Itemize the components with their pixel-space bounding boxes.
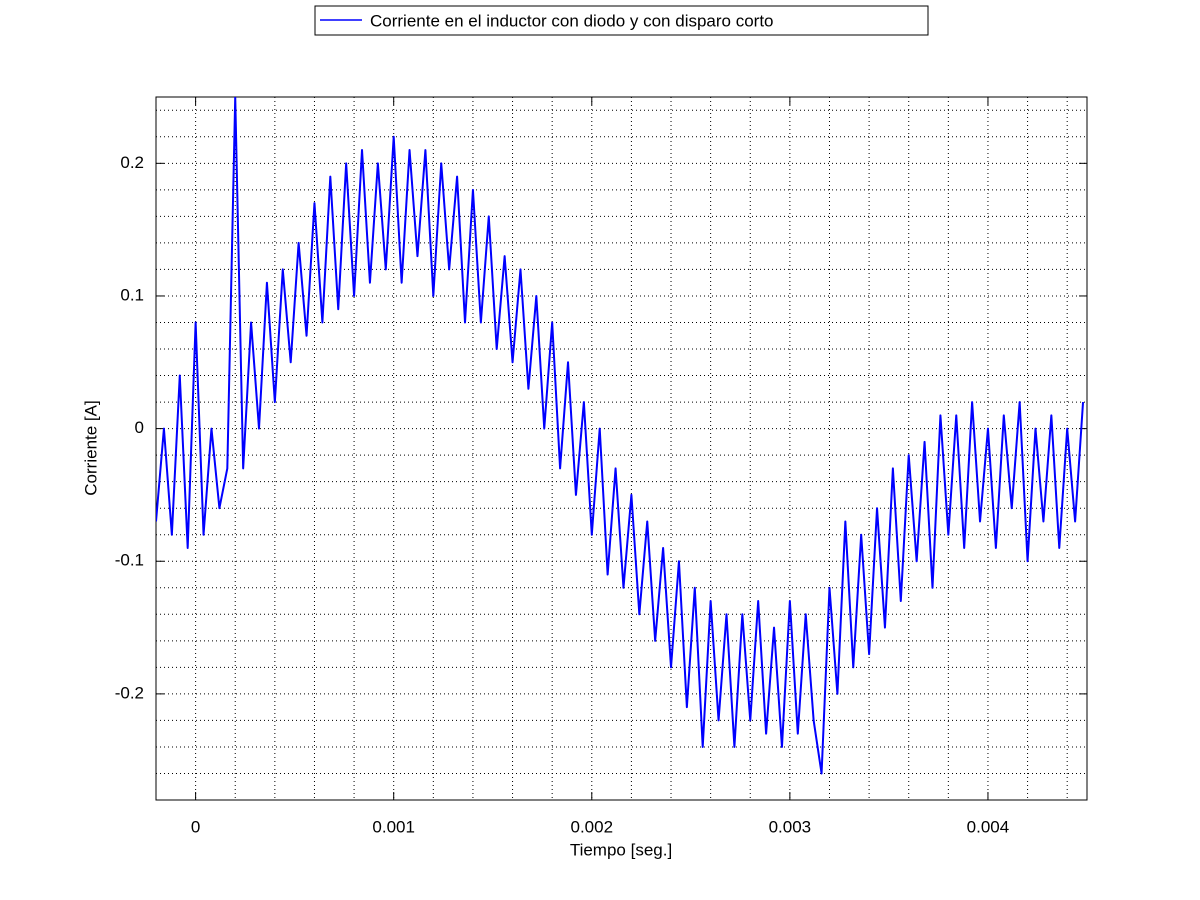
y-tick-label: -0.1 — [115, 551, 144, 570]
y-tick-label: 0.1 — [120, 285, 144, 304]
y-tick-label: 0.2 — [120, 153, 144, 172]
y-tick-label: 0 — [135, 418, 144, 437]
legend: Corriente en el inductor con diodo y con… — [314, 5, 929, 36]
legend-box — [314, 5, 929, 36]
ticks: 0 0.001 0.002 0.003 0.004 -0.2 -0.1 0 0.1 0.2 — [115, 97, 1087, 836]
series — [156, 97, 1085, 775]
x-tick-label: 0.004 — [967, 817, 1010, 836]
plot-area — [155, 96, 1088, 801]
legend-label: Corriente en el inductor con diodo y con… — [370, 11, 774, 30]
x-axis-label: Tiempo [seg.] — [570, 840, 672, 859]
x-tick-label: 0 — [191, 817, 200, 836]
x-tick-label: 0.002 — [571, 817, 614, 836]
y-axis-label: Corriente [A] — [81, 400, 100, 495]
series-line — [156, 97, 1085, 775]
x-tick-label: 0.003 — [769, 817, 812, 836]
x-tick-label: 0.001 — [372, 817, 415, 836]
y-tick-label: -0.2 — [115, 683, 144, 702]
